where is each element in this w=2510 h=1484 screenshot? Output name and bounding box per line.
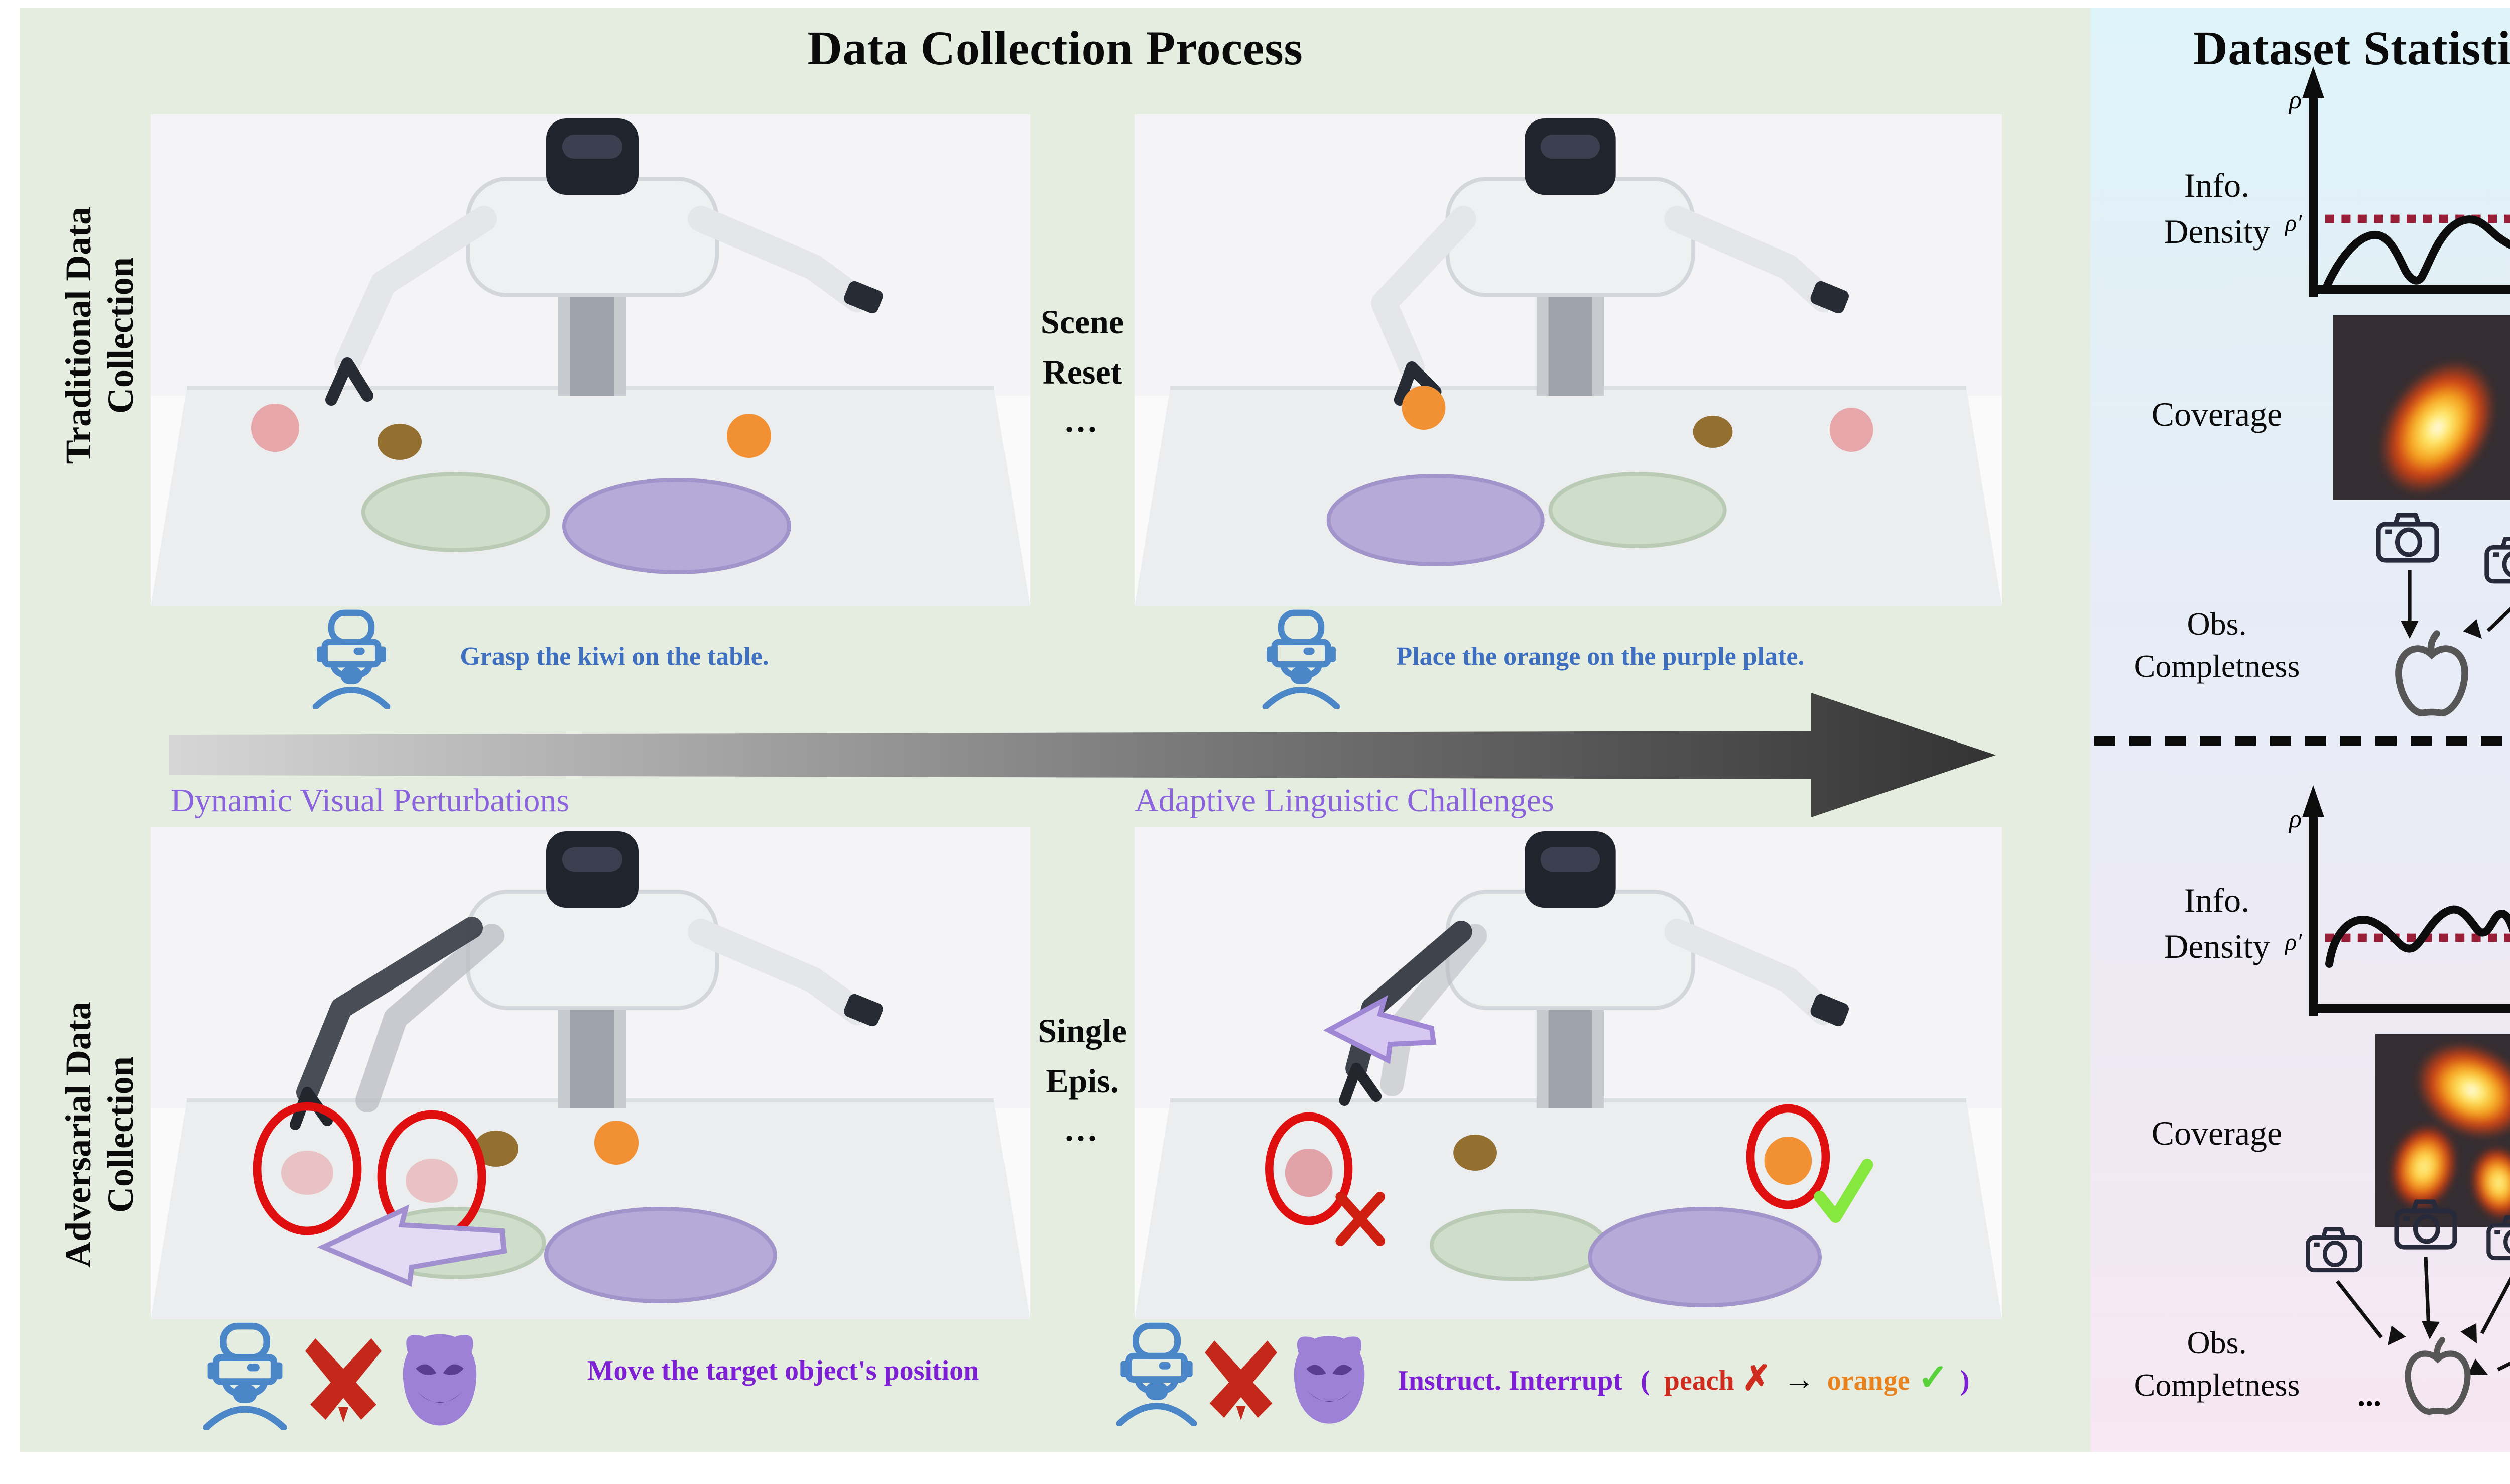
robot-scene-2	[1135, 114, 2002, 606]
caption-grasp: Grasp the kiwi on the table.	[311, 608, 805, 709]
coverage-label-bottom: Coverage	[2151, 1115, 2283, 1153]
obs-completeness-diagram-top	[2359, 506, 2510, 723]
photo-traditional-place	[1135, 114, 2002, 606]
red-circle-annotation	[1265, 1112, 1353, 1225]
coverage-label-top: Coverage	[2151, 396, 2283, 434]
dataset-statistics-title: Dataset Statistics	[2193, 24, 2510, 76]
red-circle-annotation	[1746, 1104, 1830, 1209]
obs-completeness-label-top: Obs. Completness	[2134, 608, 2300, 685]
caption-interrupt: Instruct. Interrupt ( peach ✗ → orange ✓…	[1116, 1321, 1970, 1426]
obs-completeness-diagram-bottom: ...	[2289, 1189, 2510, 1434]
rho-axis-label: ρ	[2288, 86, 2302, 114]
robot-scene-1	[151, 114, 1030, 606]
rho-threshold-label: ρ′	[2285, 929, 2303, 955]
move-left-arrow	[317, 1204, 507, 1287]
single-episode-label: Single Epis. ...	[1038, 1012, 1127, 1150]
photo-traditional-grasp	[151, 114, 1030, 606]
apple-icon	[2408, 1340, 2468, 1411]
caption-place-text: Place the orange on the purple plate.	[1396, 641, 1805, 671]
green-check-glyph: ✓	[1918, 1357, 1948, 1398]
vr-operator-icon	[201, 1321, 289, 1430]
cut-off-scissors-icon	[305, 1338, 382, 1423]
camera-icon	[2397, 1202, 2455, 1247]
visual-perturbation-label: Dynamic Visual Perturbations	[171, 781, 570, 819]
coverage-heatmap-top	[2333, 315, 2510, 500]
caption-place: Place the orange on the purple plate.	[1261, 608, 1831, 709]
data-collection-title: Data Collection Process	[807, 24, 1303, 76]
rho-axis-label: ρ	[2288, 805, 2302, 833]
info-density-label-top: Info. Density	[2164, 167, 2270, 251]
info-density-plot-bottom: ρ ρ′ t	[2285, 785, 2510, 1016]
more-views-dots: ...	[2357, 1377, 2381, 1413]
caption-interrupt-text: Instruct. Interrupt ( peach ✗ → orange ✓…	[1398, 1357, 1970, 1398]
camera-icon	[2487, 539, 2510, 581]
camera-icon	[2308, 1229, 2360, 1270]
vr-operator-icon	[1116, 1321, 1197, 1426]
red-cross-glyph: ✗	[1742, 1359, 1771, 1398]
coverage-heatmap-bottom	[2375, 1034, 2510, 1227]
density-curve	[2323, 215, 2510, 289]
scene-reset-label: Scene Reset ...	[1040, 303, 1124, 441]
section-divider	[2094, 736, 2510, 746]
robot-scene-3	[151, 827, 1030, 1319]
caption-grasp-text: Grasp the kiwi on the table.	[460, 641, 769, 671]
photo-linguistic-challenge	[1135, 827, 2002, 1319]
cut-off-scissors-icon	[1205, 1340, 1277, 1420]
linguistic-challenge-label: Adaptive Linguistic Challenges	[1135, 781, 1554, 819]
process-arrow	[169, 693, 1996, 817]
obs-completeness-label-bottom: Obs. Completness	[2134, 1327, 2300, 1404]
density-curve	[2325, 905, 2510, 968]
apple-icon	[2399, 634, 2465, 713]
caption-move-text: Move the target object's position	[587, 1357, 979, 1388]
green-check-mark	[1814, 1159, 1873, 1223]
red-cross-mark	[1335, 1192, 1386, 1246]
info-density-label-bottom: Info. Density	[2164, 882, 2270, 966]
red-circle-annotation	[253, 1102, 362, 1235]
photo-visual-perturbation	[151, 827, 1030, 1319]
arrow-glyph: →	[1783, 1364, 1815, 1398]
devil-emoji-icon	[1294, 1336, 1365, 1424]
camera-icon	[2378, 515, 2437, 560]
rho-threshold-label: ρ′	[2285, 210, 2303, 236]
camera-icon	[2488, 1217, 2510, 1258]
devil-emoji-icon	[403, 1334, 477, 1426]
caption-move: Move the target object's position	[201, 1321, 1024, 1430]
gripper-redirect-arrow	[1323, 995, 1437, 1064]
info-density-plot-top: ρ ρ′ t	[2285, 66, 2510, 297]
robot-scene-4	[1135, 827, 2002, 1319]
